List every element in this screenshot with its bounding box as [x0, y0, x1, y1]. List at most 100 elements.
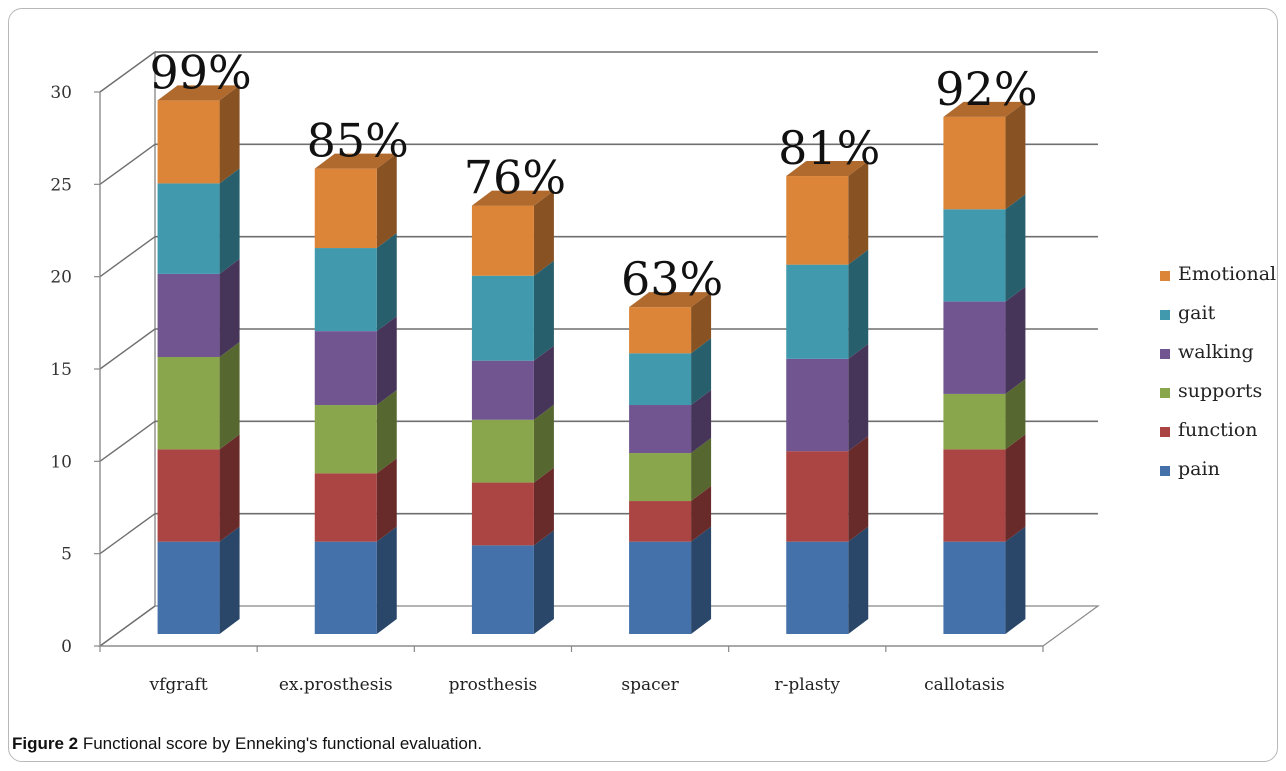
legend-label: supports [1178, 380, 1263, 402]
bar-segment-supports [629, 453, 692, 502]
bar-segment-side [219, 85, 240, 184]
bar-segment-side [376, 153, 397, 249]
bar-segment-side [691, 526, 712, 634]
legend-swatch [1160, 349, 1170, 359]
x-tick-label: callotasis [924, 675, 1005, 695]
legend-label: Emotional [1178, 263, 1277, 285]
bar-segment-function [629, 501, 692, 542]
bar-segment-walking [786, 358, 849, 452]
bar-segment-side [691, 338, 712, 406]
bar-segment-side [1005, 434, 1026, 542]
bar-segment-side [1005, 526, 1026, 634]
bar-segment-walking [943, 301, 1006, 394]
bar-segment-function [943, 449, 1006, 542]
legend-label: function [1178, 419, 1258, 441]
bar-segment-side [1005, 194, 1026, 302]
y-tick-label: 0 [61, 637, 72, 657]
bar-segment-side [848, 249, 869, 359]
y-tick-label: 25 [50, 175, 72, 195]
grid-diagonal [99, 236, 156, 278]
x-tick-label: r-plasty [775, 675, 841, 695]
bar-segment-side [848, 526, 869, 634]
x-tick-label: spacer [621, 675, 679, 695]
bar-segment-function [314, 473, 377, 542]
x-tick-labels: vfgraft ex.prosthesis prosthesis spacer r-pl… [148, 675, 1004, 695]
bar-segment-pain [314, 541, 377, 634]
bar-top [943, 101, 1026, 117]
grid-diagonal [99, 420, 156, 462]
legend-swatch [1160, 427, 1170, 437]
bar-segment-supports [314, 405, 377, 474]
bar-top [786, 161, 869, 177]
grid-diagonal [99, 605, 156, 647]
chart-bars [157, 85, 1026, 634]
bar-segment-pain [786, 541, 849, 634]
legend-swatch [1160, 466, 1170, 476]
bar-segment-side [219, 526, 240, 634]
bar-segment-side [376, 526, 397, 634]
bar-segment-side [691, 486, 712, 542]
y-tick-label: 5 [61, 545, 72, 565]
bar-percent-label: 92% [935, 62, 1037, 116]
bar-segment-function [471, 482, 534, 546]
bar-segment-supports [471, 419, 534, 483]
bar-segment-emotional [629, 307, 692, 354]
chart-grid [94, 51, 1098, 652]
y-tick-label: 30 [50, 83, 72, 103]
legend-label: gait [1178, 302, 1216, 324]
caption-label: Figure 2 [12, 734, 79, 753]
bar-percent-label: 63% [621, 252, 723, 306]
bar-segment-side [848, 343, 869, 452]
legend-swatch [1160, 271, 1170, 281]
figure-caption: Figure 2 Functional score by Enneking's … [12, 734, 482, 754]
bar-segment-function [157, 449, 220, 542]
legend-label: pain [1178, 458, 1220, 480]
bar-segment-side [533, 260, 554, 361]
bar-segment-side [219, 258, 240, 357]
bar-top [629, 292, 712, 308]
bar-percent-label: 76% [464, 151, 566, 205]
bar-segment-side [848, 161, 869, 265]
bar-segment-function [786, 451, 849, 542]
bar-segment-walking [629, 405, 692, 454]
bar-segment-side [533, 404, 554, 483]
bar-percent-labels: 99% 85% 76% 63% 81% 92% [149, 45, 1037, 306]
bar-segment-side [533, 530, 554, 634]
bar-segment-side [376, 316, 397, 406]
bar-top [157, 85, 240, 101]
bar-segment-gait [943, 209, 1006, 302]
bar-segment-emotional [157, 100, 220, 184]
x-tick-label: vfgraft [148, 675, 207, 695]
bar-segment-side [1005, 378, 1026, 450]
bar-segment-side [848, 436, 869, 542]
y-tick-label: 15 [50, 360, 72, 380]
y-tick-labels: 0 5 10 15 20 25 30 [50, 83, 72, 657]
bar-top [471, 190, 554, 206]
bar-segment-emotional [943, 116, 1006, 210]
bar-percent-label: 81% [778, 121, 880, 175]
grid-diagonal [99, 143, 156, 185]
bar-segment-supports [943, 393, 1006, 450]
bar-segment-side [376, 233, 397, 332]
bar-segment-side [533, 190, 554, 276]
bar-segment-side [1005, 101, 1026, 210]
bar-percent-label: 85% [307, 114, 409, 168]
bar-segment-walking [157, 273, 220, 357]
bar-segment-emotional [471, 205, 534, 276]
bar-segment-gait [629, 353, 692, 406]
bar-segment-gait [157, 183, 220, 274]
legend-swatch [1160, 388, 1170, 398]
caption-end: . [477, 734, 483, 753]
y-tick-label: 10 [50, 452, 72, 472]
grid-diagonal [99, 51, 156, 93]
bar-segment-side [533, 345, 554, 420]
bar-segment-emotional [314, 168, 377, 249]
bar-segment-side [219, 434, 240, 542]
legend-swatch [1160, 310, 1170, 320]
bar-segment-side [1005, 286, 1026, 394]
bar-segment-side [691, 292, 712, 354]
x-tick-label: ex.prosthesis [279, 675, 393, 695]
bar-segment-walking [471, 360, 534, 420]
bar-segment-side [691, 390, 712, 454]
